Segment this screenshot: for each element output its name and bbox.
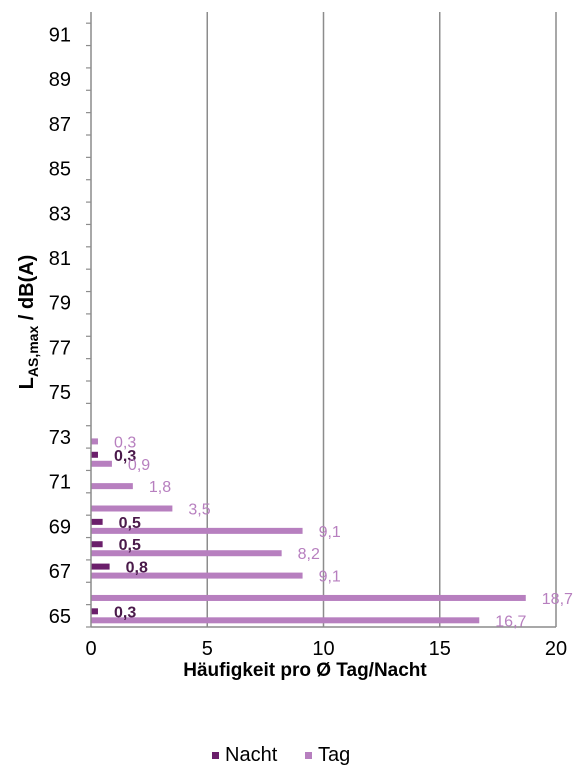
y-axis-title-sub: AS,max [25,326,41,378]
x-tick-label: 0 [85,638,96,660]
bar-nacht [91,518,103,525]
data-label-tag: 0,3 [114,434,136,451]
data-label-tag: 9,1 [319,569,341,586]
y-tick-label: 75 [49,382,71,404]
y-tick-label: 73 [49,427,71,449]
legend-label-tag: Tag [318,744,350,766]
y-tick-label: 65 [49,606,71,628]
y-tick-label: 67 [49,561,71,583]
bar-nacht [91,451,98,458]
axes [86,12,556,628]
data-label-nacht: 0,3 [114,448,136,465]
bar-tag [91,527,303,534]
data-label-nacht: 0,3 [114,604,136,621]
legend: Nacht Tag [212,744,350,766]
bar-tag [91,438,98,445]
data-label-tag: 9,1 [319,524,341,541]
y-tick-label: 89 [49,69,71,91]
data-label-tag: 8,2 [298,546,320,563]
data-label-nacht: 0,5 [119,515,141,532]
x-tick-label: 10 [312,638,334,660]
bar-nacht [91,608,98,615]
legend-label-nacht: Nacht [225,744,278,766]
y-tick-label: 77 [49,337,71,359]
x-axis-title: Häufigkeit pro Ø Tag/Nacht [183,660,427,681]
data-label-tag: 16,7 [495,613,526,630]
data-label-nacht: 0,5 [119,537,141,554]
y-axis-title-rest: / dB(A) [16,255,38,326]
x-tick-label: 5 [202,638,213,660]
data-label-tag: 18,7 [542,591,573,608]
data-label-tag: 1,8 [149,479,171,496]
legend-swatch-nacht [212,752,219,759]
y-tick-labels: 65 67 69 71 73 75 77 79 81 83 85 87 89 91 [49,24,71,627]
legend-swatch-tag [305,752,312,759]
y-tick-label: 79 [49,293,71,315]
data-label-nacht: 0,8 [126,560,148,577]
grid-lines [206,12,557,627]
bar-tag [91,483,133,490]
x-tick-label: 20 [545,638,567,660]
data-label-tag: 0,9 [128,457,150,474]
bar-tag [91,550,282,557]
bar-tag [91,460,112,467]
y-tick-label: 69 [49,516,71,538]
y-tick-label: 87 [49,114,71,136]
y-axis-title: LAS,max / dB(A) [16,255,41,390]
data-label-tag: 3,5 [188,502,210,519]
y-axis-title-main: L [16,377,38,389]
data-labels: 0,3 0,8 0,5 0,5 0,3 16,7 18,7 9,1 8,2 9,1 3,5 1,8 0,… [114,434,573,630]
bar-nacht [91,563,110,570]
bar-tag [91,505,173,512]
bar-nacht [91,541,103,548]
x-tick-label: 15 [429,638,451,660]
y-tick-label: 81 [49,248,71,270]
y-tick-label: 91 [49,24,71,46]
y-tick-label: 83 [49,203,71,225]
bar-tag [91,617,480,624]
bar-tag [91,572,303,579]
bar-tag [91,594,526,601]
y-tick-label: 85 [49,159,71,181]
y-tick-label: 71 [49,472,71,494]
x-tick-labels: 0 5 10 15 20 [85,638,567,660]
bars [91,438,526,624]
